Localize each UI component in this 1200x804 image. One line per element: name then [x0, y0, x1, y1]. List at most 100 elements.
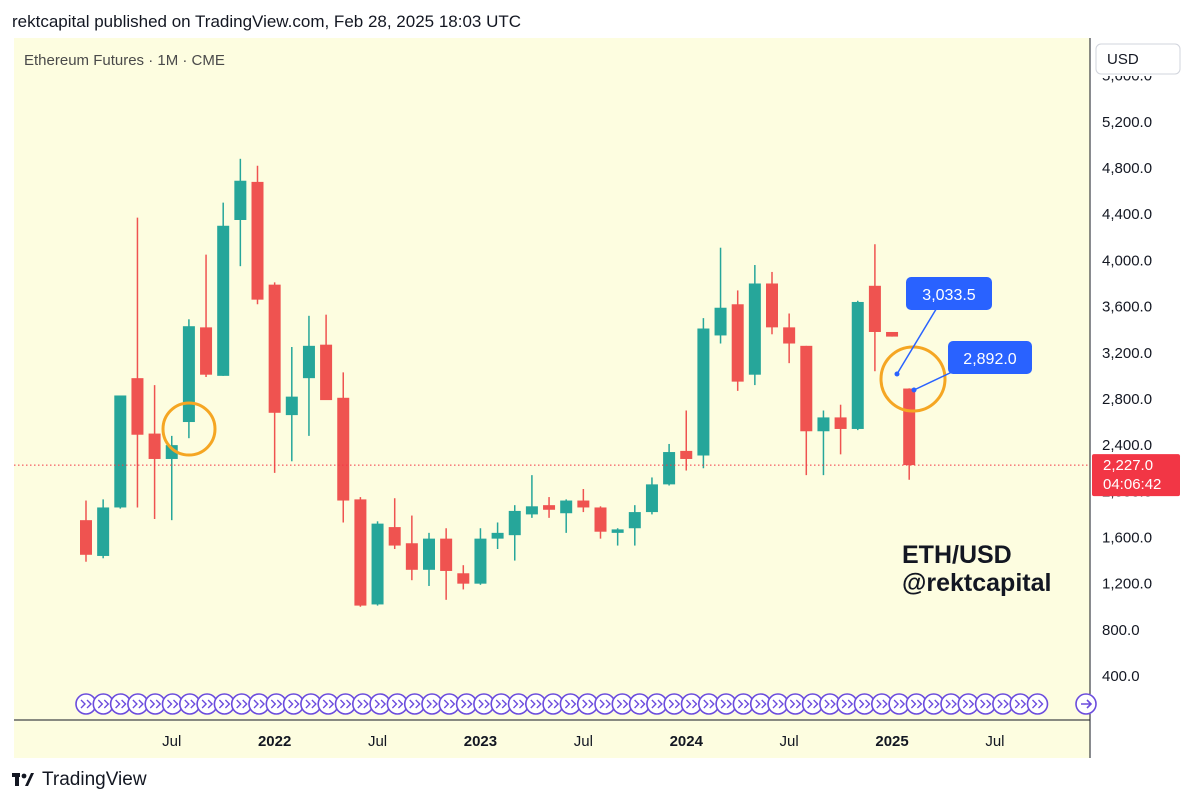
- event-marker-icon[interactable]: [127, 693, 149, 715]
- symbol-label: Ethereum Futures · 1M · CME: [24, 52, 225, 69]
- candle[interactable]: [251, 165, 264, 305]
- candle[interactable]: [302, 315, 315, 436]
- candle[interactable]: [217, 202, 230, 376]
- price-tick-label: 4,800.0: [1102, 160, 1152, 177]
- event-marker-icon[interactable]: [265, 693, 288, 715]
- candle-body: [714, 307, 727, 336]
- candle[interactable]: [285, 346, 298, 462]
- annotation-callout-2[interactable]: [948, 341, 1032, 374]
- candle[interactable]: [594, 506, 607, 539]
- candle-body: [645, 484, 658, 513]
- annotation-leader-2: [913, 371, 953, 391]
- candle-body: [543, 505, 556, 510]
- candle[interactable]: [834, 404, 847, 455]
- candle-body: [423, 538, 435, 570]
- candle[interactable]: [560, 499, 573, 533]
- event-marker-icon[interactable]: [421, 693, 443, 715]
- candle[interactable]: [354, 497, 367, 607]
- event-marker-icon[interactable]: [455, 693, 478, 715]
- candle-body: [817, 417, 830, 432]
- candle-body: [217, 225, 230, 376]
- candle[interactable]: [457, 565, 470, 590]
- candlesticks[interactable]: [80, 158, 916, 607]
- candle[interactable]: [491, 522, 504, 550]
- candle[interactable]: [577, 488, 590, 513]
- candle[interactable]: [371, 521, 384, 606]
- event-marker-icon[interactable]: [646, 693, 668, 715]
- candle[interactable]: [525, 475, 538, 518]
- candle[interactable]: [474, 528, 487, 585]
- price-tick-label: 4,000.0: [1102, 252, 1152, 269]
- candle[interactable]: [783, 313, 796, 364]
- event-marker-icon[interactable]: [801, 693, 824, 715]
- event-marker-icon[interactable]: [853, 693, 876, 715]
- annotation-callout-1[interactable]: [906, 277, 992, 310]
- candle[interactable]: [320, 314, 333, 401]
- last-price-marker: 2,227.0 04:06:42: [14, 454, 1180, 497]
- event-marker-icon[interactable]: [594, 693, 616, 715]
- candle[interactable]: [817, 410, 830, 476]
- candle[interactable]: [903, 388, 916, 480]
- candle-body: [320, 344, 333, 401]
- candle[interactable]: [131, 217, 144, 508]
- last-price-value: 2,227.0: [1103, 457, 1153, 474]
- event-marker-icon[interactable]: [992, 693, 1014, 715]
- candle[interactable]: [663, 443, 676, 486]
- price-tick-label: 3,600.0: [1102, 299, 1152, 316]
- candle[interactable]: [440, 528, 453, 600]
- candle[interactable]: [423, 532, 435, 586]
- event-marker-icon[interactable]: [940, 693, 962, 715]
- candle[interactable]: [508, 505, 521, 561]
- candle-body: [405, 543, 418, 570]
- time-tick-label: 2022: [258, 733, 291, 750]
- candle[interactable]: [200, 254, 213, 378]
- candle[interactable]: [80, 500, 92, 562]
- annotation-leader-1: [896, 305, 939, 375]
- annotation-text-2: 2,892.0: [963, 351, 1016, 368]
- candle[interactable]: [645, 477, 658, 515]
- tradingview-logo[interactable]: TradingView: [12, 769, 147, 791]
- currency-label: USD: [1107, 51, 1139, 68]
- candle[interactable]: [800, 345, 813, 476]
- candle[interactable]: [886, 331, 899, 337]
- candle[interactable]: [731, 290, 744, 391]
- candle[interactable]: [234, 158, 247, 267]
- event-marker-icon[interactable]: [749, 693, 772, 715]
- event-marker-icon[interactable]: [351, 693, 374, 715]
- candle[interactable]: [388, 498, 401, 550]
- event-marker-icon[interactable]: [905, 693, 928, 715]
- candle[interactable]: [680, 410, 693, 471]
- candle[interactable]: [628, 505, 641, 546]
- event-marker-icon[interactable]: [1026, 693, 1049, 715]
- candle[interactable]: [182, 319, 195, 439]
- candle[interactable]: [97, 499, 110, 559]
- candle[interactable]: [851, 300, 864, 431]
- currency-label-box[interactable]: [1095, 43, 1181, 75]
- candle-body: [577, 500, 590, 508]
- candle[interactable]: [611, 528, 624, 546]
- event-marker-icon[interactable]: [611, 693, 634, 715]
- candle-body: [165, 445, 178, 459]
- candle[interactable]: [337, 372, 350, 523]
- candle[interactable]: [766, 271, 778, 335]
- candle-body: [508, 510, 521, 536]
- candle[interactable]: [868, 244, 881, 372]
- candle[interactable]: [714, 247, 727, 344]
- event-marker-icon[interactable]: [836, 693, 859, 715]
- candle[interactable]: [268, 282, 281, 473]
- candle-body: [148, 433, 161, 459]
- candle[interactable]: [148, 385, 161, 520]
- candle-body: [868, 285, 881, 332]
- candle[interactable]: [697, 318, 710, 469]
- candle[interactable]: [748, 265, 761, 386]
- watermark-author: @rektcapital: [902, 569, 1051, 597]
- time-tick-label: Jul: [368, 733, 387, 750]
- candle[interactable]: [114, 395, 127, 509]
- candle[interactable]: [543, 497, 556, 518]
- candle[interactable]: [405, 515, 418, 581]
- candle-body: [440, 538, 453, 571]
- event-marker-icon[interactable]: [1075, 693, 1097, 715]
- candle-body: [834, 417, 847, 429]
- event-markers[interactable]: [75, 693, 1097, 715]
